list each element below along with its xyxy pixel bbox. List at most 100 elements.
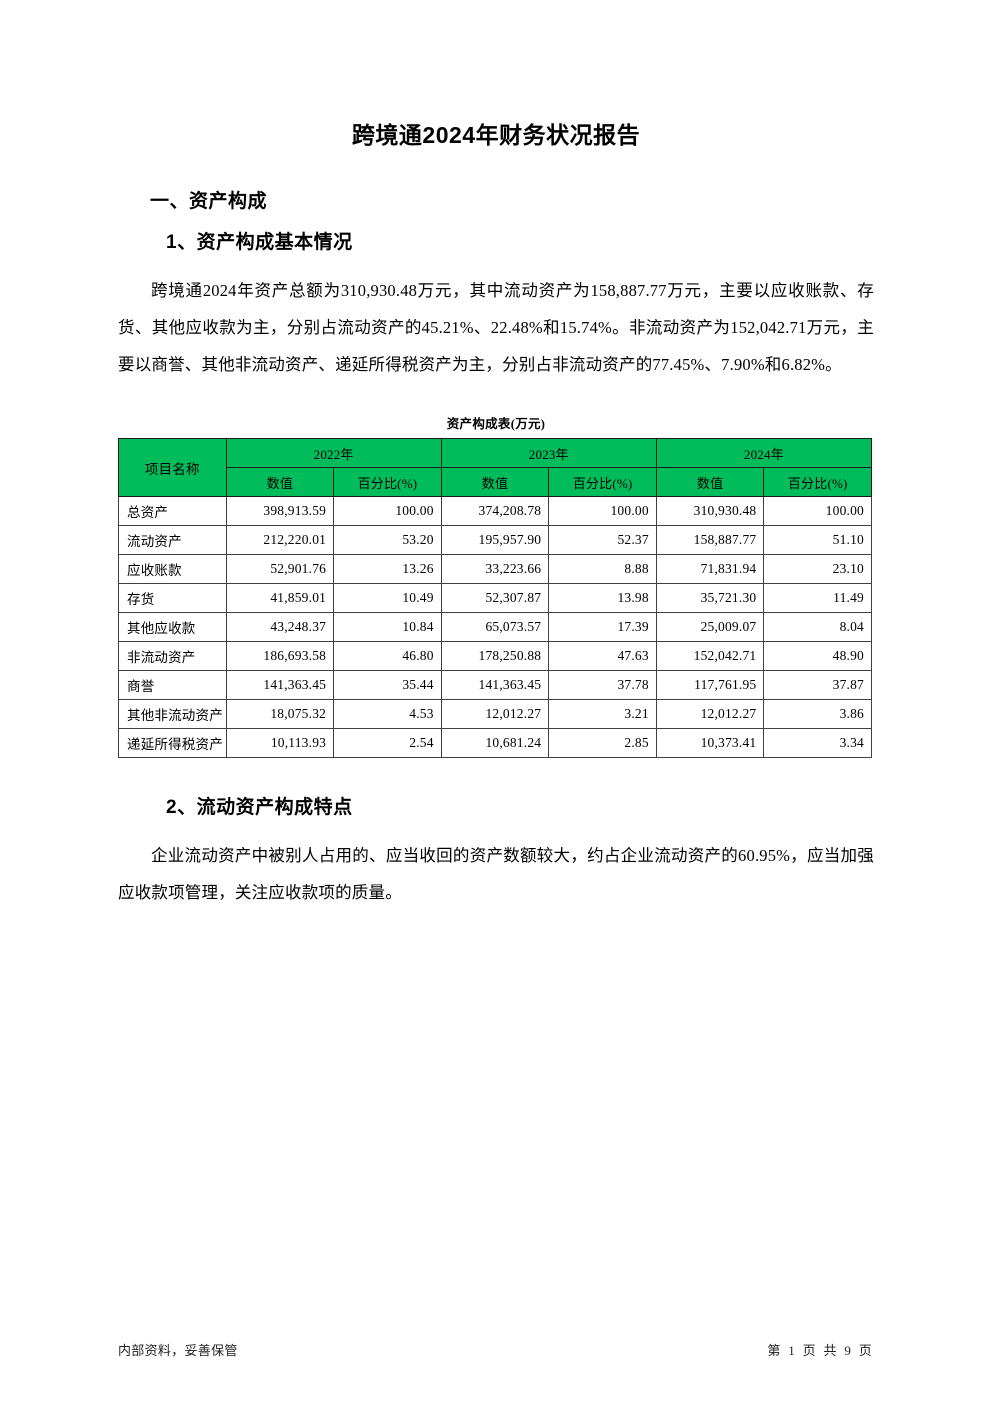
table-row: 商誉 141,363.45 35.44 141,363.45 37.78 117…	[118, 670, 872, 700]
cell-2023-value: 10,681.24	[440, 728, 550, 758]
cell-2023-percent: 8.88	[548, 554, 657, 584]
cell-2022-value: 41,859.01	[225, 583, 335, 613]
row-label: 总资产	[118, 496, 227, 526]
cell-2022-percent: 53.20	[333, 525, 442, 555]
cell-2022-percent: 100.00	[333, 496, 442, 526]
row-label: 存货	[118, 583, 227, 613]
cell-2023-percent: 100.00	[548, 496, 657, 526]
cell-2023-value: 52,307.87	[440, 583, 550, 613]
row-label: 商誉	[118, 670, 227, 700]
cell-2022-value: 18,075.32	[225, 699, 335, 729]
column-header-2023-percent: 百分比(%)	[548, 467, 657, 497]
table-header-row-years: 项目名称 2022年 2023年 2024年	[118, 438, 873, 497]
cell-2023-value: 141,363.45	[440, 670, 550, 700]
cell-2023-percent: 13.98	[548, 583, 657, 613]
page-prefix-label: 第	[767, 1343, 781, 1358]
total-page-number: 9	[844, 1343, 852, 1358]
cell-2024-percent: 11.49	[763, 583, 872, 613]
row-label: 递延所得税资产	[118, 728, 227, 758]
column-header-2024-percent: 百分比(%)	[763, 467, 872, 497]
cell-2024-percent: 100.00	[763, 496, 872, 526]
row-label: 其他应收款	[118, 612, 227, 642]
page-title: 跨境通2024年财务状况报告	[351, 122, 641, 148]
cell-2022-value: 52,901.76	[225, 554, 335, 584]
cell-2022-percent: 46.80	[333, 641, 442, 671]
cell-2024-percent: 8.04	[763, 612, 872, 642]
table-row: 应收账款 52,901.76 13.26 33,223.66 8.88 71,8…	[118, 554, 872, 584]
cell-2024-value: 71,831.94	[655, 554, 765, 584]
page-unit-label: 页	[802, 1343, 816, 1358]
row-label: 非流动资产	[118, 641, 227, 671]
cell-2022-percent: 10.84	[333, 612, 442, 642]
document-body: 一、资产构成 1、资产构成基本情况 跨境通2024年资产总额为310,930.4…	[0, 186, 992, 911]
cell-2024-value: 35,721.30	[655, 583, 765, 613]
cell-2023-value: 12,012.27	[440, 699, 550, 729]
cell-2023-percent: 3.21	[548, 699, 657, 729]
cell-2024-value: 12,012.27	[655, 699, 765, 729]
cell-2024-value: 10,373.41	[655, 728, 765, 758]
table-header-row-metrics: 数值 百分比(%) 数值 百分比(%) 数值 百分比(%)	[119, 467, 872, 497]
section-heading-asset-composition: 一、资产构成	[150, 191, 268, 212]
cell-2024-percent: 51.10	[763, 525, 872, 555]
cell-2024-percent: 48.90	[763, 641, 872, 671]
column-header-2022-percent: 百分比(%)	[333, 467, 442, 497]
cell-2023-value: 65,073.57	[440, 612, 550, 642]
column-header-2024-value: 数值	[655, 467, 765, 497]
cell-2022-percent: 35.44	[333, 670, 442, 700]
cell-2023-value: 374,208.78	[440, 496, 550, 526]
cell-2023-percent: 52.37	[548, 525, 657, 555]
column-header-year-2022: 2022年	[225, 438, 442, 468]
table-caption: 资产构成表(万元)	[446, 417, 546, 431]
row-label: 其他非流动资产	[118, 699, 227, 729]
cell-2023-value: 33,223.66	[440, 554, 550, 584]
cell-2023-percent: 17.39	[548, 612, 657, 642]
cell-2022-value: 186,693.58	[225, 641, 335, 671]
cell-2023-value: 178,250.88	[440, 641, 550, 671]
cell-2024-value: 117,761.95	[655, 670, 765, 700]
total-unit-label: 页	[858, 1343, 872, 1358]
cell-2022-value: 43,248.37	[225, 612, 335, 642]
cell-2023-percent: 2.85	[548, 728, 657, 758]
table-row: 流动资产 212,220.01 53.20 195,957.90 52.37 1…	[118, 525, 872, 555]
cell-2024-value: 25,009.07	[655, 612, 765, 642]
cell-2024-percent: 23.10	[763, 554, 872, 584]
cell-2024-value: 310,930.48	[655, 496, 765, 526]
cell-2022-percent: 10.49	[333, 583, 442, 613]
table-row: 其他非流动资产 18,075.32 4.53 12,012.27 3.21 12…	[118, 699, 872, 729]
cell-2023-percent: 37.78	[548, 670, 657, 700]
column-header-year-2023: 2023年	[440, 438, 657, 468]
column-header-item-name: 项目名称	[118, 438, 227, 497]
table-body: 总资产 398,913.59 100.00 374,208.78 100.00 …	[118, 496, 872, 758]
subsection-heading-current-asset-features: 2、流动资产构成特点	[166, 797, 353, 818]
table-row: 存货 41,859.01 10.49 52,307.87 13.98 35,72…	[118, 583, 872, 613]
cell-2022-percent: 13.26	[333, 554, 442, 584]
total-prefix-label: 共	[823, 1343, 837, 1358]
cell-2024-percent: 37.87	[763, 670, 872, 700]
column-header-2022-value: 数值	[225, 467, 335, 497]
table-row: 总资产 398,913.59 100.00 374,208.78 100.00 …	[118, 496, 872, 526]
current-page-number: 1	[788, 1343, 795, 1358]
paragraph-current-asset-features: 企业流动资产中被别人占用的、应当收回的资产数额较大，约占企业流动资产的60.95…	[118, 846, 874, 902]
page-footer: 内部资料，妥善保管 第 1 页 共 9 页	[118, 1340, 874, 1359]
cell-2022-value: 10,113.93	[225, 728, 335, 758]
cell-2022-value: 141,363.45	[225, 670, 335, 700]
cell-2022-percent: 4.53	[333, 699, 442, 729]
row-label: 应收账款	[118, 554, 227, 584]
footer-page-number: 第 1 页 共 9 页	[765, 1340, 874, 1359]
cell-2024-percent: 3.34	[763, 728, 872, 758]
column-header-2023-value: 数值	[440, 467, 550, 497]
cell-2022-value: 212,220.01	[225, 525, 335, 555]
cell-2024-value: 158,887.77	[655, 525, 765, 555]
cell-2022-percent: 2.54	[333, 728, 442, 758]
table-row: 非流动资产 186,693.58 46.80 178,250.88 47.63 …	[118, 641, 872, 671]
table-row: 递延所得税资产 10,113.93 2.54 10,681.24 2.85 10…	[118, 728, 872, 758]
subsection-heading-basic-situation: 1、资产构成基本情况	[166, 232, 353, 253]
cell-2022-value: 398,913.59	[225, 496, 335, 526]
column-header-year-2024: 2024年	[655, 438, 873, 468]
table-row: 其他应收款 43,248.37 10.84 65,073.57 17.39 25…	[118, 612, 872, 642]
cell-2024-value: 152,042.71	[655, 641, 765, 671]
table-head: 项目名称 2022年 2023年 2024年 数值 百分比(%) 数值 百分比(…	[118, 438, 873, 497]
asset-composition-table: 项目名称 2022年 2023年 2024年 数值 百分比(%) 数值 百分比(…	[118, 438, 873, 758]
paragraph-asset-overview: 跨境通2024年资产总额为310,930.48万元，其中流动资产为158,887…	[118, 281, 874, 374]
